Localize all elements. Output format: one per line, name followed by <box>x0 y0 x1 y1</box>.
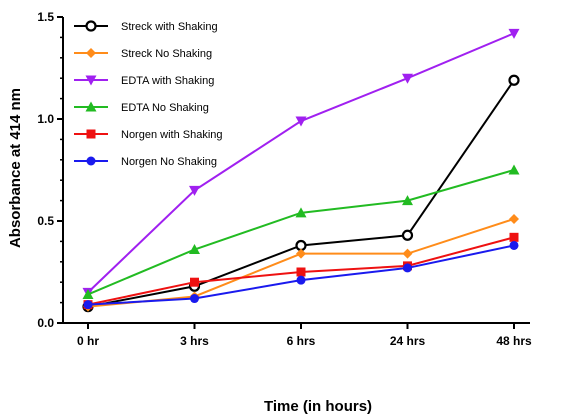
legend-item: Norgen No Shaking <box>74 156 217 168</box>
data-point <box>83 300 93 310</box>
data-point <box>402 248 413 259</box>
data-point <box>295 207 307 218</box>
legend-label: Streck No Shaking <box>121 48 212 60</box>
y-tick-label: 1.0 <box>37 112 54 126</box>
legend-item: EDTA No Shaking <box>74 101 209 114</box>
y-tick-label: 1.5 <box>37 10 54 24</box>
chart-series <box>82 28 520 313</box>
x-tick-label: 3 hrs <box>180 334 209 348</box>
data-point <box>402 195 413 206</box>
legend-item: Streck with Shaking <box>74 20 218 33</box>
x-tick-label: 6 hrs <box>287 334 316 348</box>
data-point <box>189 185 200 196</box>
legend-label: Norgen with Shaking <box>121 129 223 141</box>
data-point <box>508 28 520 39</box>
y-tick-label: 0.0 <box>37 316 54 330</box>
data-point <box>401 229 414 241</box>
data-point <box>296 248 306 259</box>
data-point <box>189 244 200 255</box>
series-norgen-no-shaking <box>83 240 519 310</box>
data-point <box>402 73 413 84</box>
data-point <box>509 232 519 242</box>
chart-legend: Streck with Shaking Streck No Shaking EDTA… <box>74 20 223 168</box>
legend-item: EDTA with Shaking <box>74 75 214 87</box>
legend-marker <box>86 129 96 139</box>
data-point <box>508 74 520 86</box>
legend-marker <box>85 75 97 86</box>
data-point <box>295 116 307 127</box>
legend-label: Streck with Shaking <box>121 21 218 33</box>
x-tick-label: 24 hrs <box>390 334 426 348</box>
series-edta-no-shaking <box>82 164 520 299</box>
x-tick-label: 48 hrs <box>496 334 532 348</box>
x-tick-label: 0 hr <box>77 334 99 348</box>
y-axis-title: Absorbance at 414 nm <box>7 88 24 248</box>
data-point <box>296 267 306 277</box>
data-point <box>509 240 519 250</box>
data-point <box>403 263 412 273</box>
legend-marker <box>85 20 97 32</box>
legend-item: Streck No Shaking <box>74 48 212 60</box>
legend-label: Norgen No Shaking <box>121 156 217 168</box>
data-point <box>295 239 307 252</box>
legend-marker <box>86 48 96 58</box>
legend-marker <box>85 101 97 112</box>
y-tick-label: 0.5 <box>37 214 54 228</box>
data-point <box>296 275 306 285</box>
x-axis-title: Time (in hours) <box>264 398 372 415</box>
data-point <box>190 277 199 287</box>
series-edta-with-shaking <box>82 28 520 298</box>
chart-axes: 0.0 0.5 1.0 1.5 0 hr 3 hrs 6 hrs 24 hrs 48 hrs <box>37 10 532 348</box>
series-streck-no-shaking <box>83 213 519 312</box>
legend-item: Norgen with Shaking <box>74 129 223 141</box>
legend-label: EDTA with Shaking <box>121 75 214 87</box>
legend-label: EDTA No Shaking <box>121 102 209 114</box>
data-point <box>82 288 94 299</box>
data-point <box>509 213 519 224</box>
data-point <box>508 164 520 175</box>
data-point <box>190 294 199 304</box>
legend-marker <box>86 156 96 166</box>
